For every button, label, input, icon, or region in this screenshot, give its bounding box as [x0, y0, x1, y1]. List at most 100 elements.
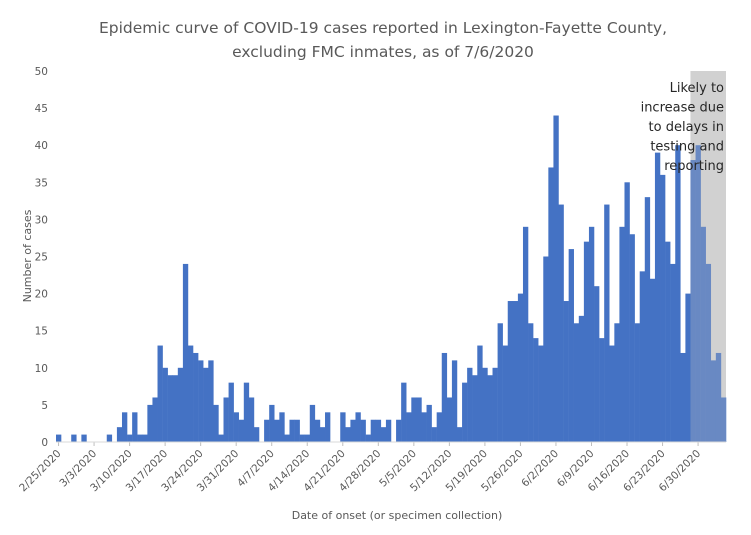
bar	[304, 434, 311, 442]
bar	[375, 419, 382, 442]
bar	[512, 301, 519, 442]
bar	[71, 434, 77, 442]
bar	[629, 234, 635, 442]
bar	[81, 434, 87, 442]
bar	[350, 419, 356, 442]
bar	[345, 427, 351, 442]
bar	[436, 412, 443, 442]
annotation-line: Likely to	[670, 81, 724, 96]
annotation-line: testing and	[650, 140, 724, 155]
bars-layer	[56, 115, 727, 443]
bar	[243, 382, 250, 442]
bar	[223, 397, 229, 442]
bar	[578, 315, 585, 442]
bar	[670, 263, 676, 442]
bar	[416, 397, 422, 442]
bar	[142, 434, 148, 442]
bar	[558, 204, 564, 442]
bar	[604, 204, 610, 442]
bar	[690, 160, 696, 443]
bar	[522, 226, 529, 442]
bar	[705, 263, 712, 442]
y-tick-label: 0	[41, 437, 48, 449]
bar	[406, 412, 412, 442]
y-tick-label: 20	[35, 289, 48, 301]
bar	[649, 278, 656, 442]
bar	[644, 197, 651, 442]
bar	[609, 345, 615, 442]
bar	[599, 338, 605, 442]
bar	[462, 382, 468, 442]
bar	[284, 434, 290, 442]
bar	[147, 404, 153, 442]
y-tick-label: 10	[35, 363, 48, 375]
bar	[396, 419, 402, 442]
bar	[279, 412, 285, 442]
bar	[198, 360, 204, 442]
bar	[401, 382, 407, 442]
bar	[588, 226, 595, 442]
bar	[563, 301, 569, 442]
chart-title-line-1: Epidemic curve of COVID-19 cases reporte…	[99, 19, 667, 37]
bar	[233, 412, 239, 442]
annotation-line: increase due	[641, 101, 724, 116]
annotation-line: to delays in	[649, 120, 724, 135]
bar	[340, 412, 346, 442]
bar	[314, 419, 321, 442]
bar	[213, 404, 219, 442]
bar	[248, 397, 255, 442]
bar	[299, 434, 305, 442]
bar	[451, 360, 458, 442]
bar	[660, 174, 666, 442]
bar	[187, 345, 194, 442]
bar	[218, 434, 224, 442]
bar	[162, 367, 168, 442]
bar	[370, 419, 377, 442]
bar	[116, 427, 123, 442]
y-tick-label: 5	[41, 400, 48, 412]
bar	[177, 367, 184, 442]
bar	[517, 293, 524, 442]
bar	[492, 367, 498, 442]
y-tick-label: 25	[35, 252, 48, 264]
bar	[639, 271, 646, 442]
shaded-region-overlay	[690, 71, 726, 442]
bar	[472, 375, 478, 442]
bar	[456, 427, 463, 442]
bar	[573, 323, 580, 442]
bar	[426, 404, 432, 442]
annotation-line: reporting	[664, 159, 724, 174]
bar	[533, 338, 539, 442]
bar	[441, 352, 448, 442]
bar	[507, 301, 514, 442]
bar	[106, 434, 113, 442]
y-tick-label: 50	[35, 66, 48, 78]
bar	[193, 352, 199, 442]
bar	[238, 419, 245, 442]
bar	[289, 419, 295, 442]
bar	[269, 404, 275, 442]
bar	[634, 323, 640, 442]
bar	[695, 145, 701, 442]
bar	[132, 412, 138, 442]
x-axis-label: Date of onset (or specimen collection)	[292, 509, 503, 522]
bar	[365, 434, 371, 442]
bar	[325, 412, 331, 442]
y-tick-label: 30	[35, 214, 48, 226]
bar	[614, 323, 620, 442]
bar	[446, 397, 453, 442]
bar	[203, 367, 209, 442]
bar	[528, 323, 534, 442]
bar	[467, 367, 473, 442]
bar	[360, 419, 366, 442]
bar	[182, 263, 189, 442]
bar	[680, 352, 686, 442]
bar	[172, 375, 179, 442]
bar	[568, 249, 574, 442]
bar	[167, 375, 173, 442]
bar	[624, 182, 630, 443]
bar	[421, 412, 427, 442]
bar	[482, 367, 488, 442]
bar	[538, 345, 544, 442]
